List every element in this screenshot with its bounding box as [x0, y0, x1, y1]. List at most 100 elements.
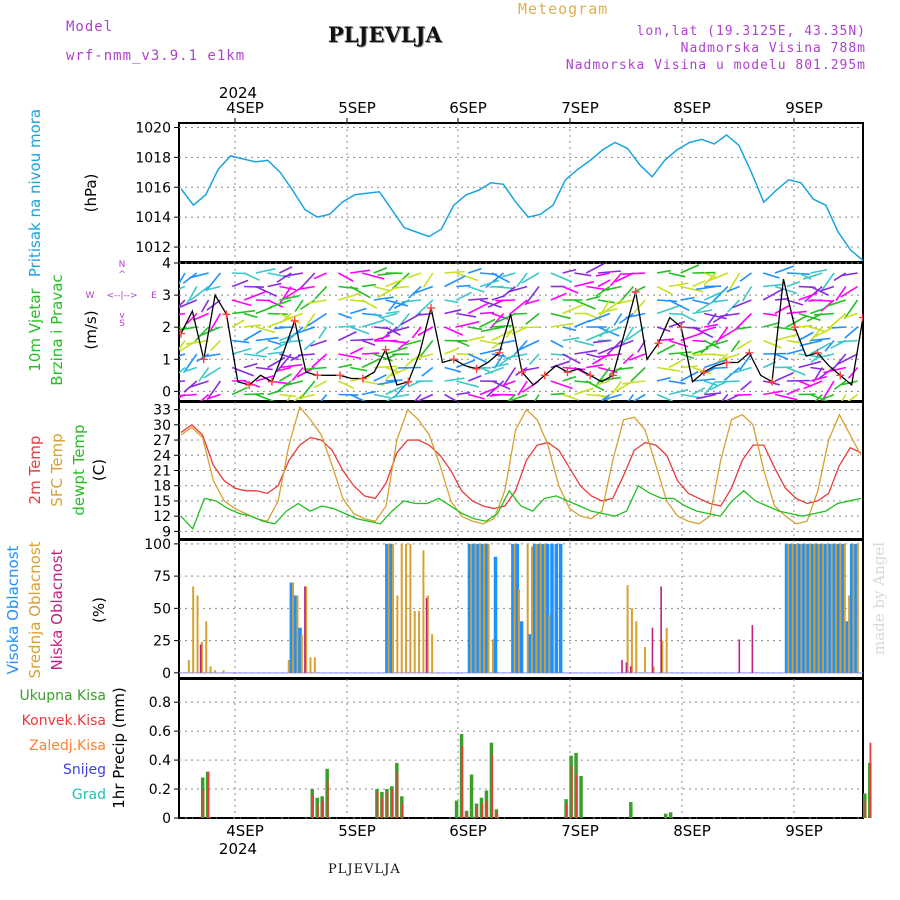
wind-barb — [622, 326, 635, 345]
wind-barb — [656, 343, 676, 355]
wind-barb — [622, 380, 646, 385]
wind-barb — [524, 286, 540, 306]
mid-cloud-bar — [305, 586, 308, 673]
low-cloud-bar — [629, 666, 632, 673]
day-label-top: 9SEP — [785, 99, 823, 117]
wind-barb — [707, 313, 717, 326]
wind-barb — [210, 339, 221, 352]
wind-barb — [736, 339, 752, 350]
wind-barb — [243, 291, 266, 301]
day-label-top: 7SEP — [561, 99, 599, 117]
mid-cloud-bar — [222, 670, 225, 673]
wind-speed-marker — [449, 355, 458, 364]
wind-barb — [279, 333, 296, 342]
y-tick-label-temperature: 21 — [153, 464, 171, 480]
wind-barb — [491, 380, 511, 390]
wind-barb — [467, 285, 485, 293]
wind-barb — [444, 393, 458, 401]
wind-barb — [373, 312, 395, 326]
mid-cloud-bar — [848, 595, 851, 673]
wind-barb — [306, 299, 327, 305]
wind-barb — [692, 299, 710, 305]
wind-barb — [303, 339, 316, 351]
y-tick-label-wind: 3 — [162, 288, 171, 304]
wind-barb — [407, 272, 422, 279]
wind-speed-marker — [790, 323, 799, 332]
high-cloud-bar — [545, 543, 550, 673]
wind-barb — [491, 329, 513, 342]
y-tick-label-wind: 4 — [162, 256, 171, 272]
wind-barb — [456, 291, 472, 301]
wind-barb — [550, 292, 567, 301]
wind-barb — [255, 326, 276, 334]
wind-barb — [410, 353, 434, 361]
wind-barb — [310, 339, 327, 347]
mid-cloud-bar — [513, 543, 516, 673]
high-cloud-bar — [845, 621, 850, 673]
wind-speed-marker — [563, 368, 572, 377]
wind-barb — [574, 319, 591, 328]
wind-barb — [380, 312, 398, 319]
high-cloud-bar — [493, 556, 498, 673]
compass-up-arrow: ^ — [118, 270, 126, 280]
wind-barb — [422, 272, 434, 288]
wind-barb — [810, 337, 831, 342]
wind-speed-marker — [836, 371, 845, 380]
wind-barb — [349, 393, 367, 401]
day-label-bottom: 8SEP — [673, 822, 711, 840]
wind-barb — [737, 326, 752, 330]
wind-barb — [267, 389, 282, 396]
wind-barb — [518, 326, 540, 329]
wind-barb — [279, 266, 293, 274]
wind-barb — [373, 326, 388, 330]
pressure-axis-title: Pritisak na nivou mora — [26, 109, 44, 277]
wind-barb — [517, 380, 528, 396]
wind-barb — [588, 312, 611, 323]
wind-barb — [762, 288, 784, 301]
wind-speed-marker — [199, 355, 208, 364]
mid-cloud-bar — [813, 543, 816, 673]
wind-barb — [255, 336, 279, 342]
high-cloud-bar — [841, 543, 845, 673]
wind-barb — [313, 272, 327, 280]
wind-barb — [622, 353, 634, 365]
wind-barb — [774, 297, 790, 301]
low-cloud-bar — [621, 659, 623, 673]
wind-barb — [831, 326, 846, 329]
high-cloud-bar — [519, 621, 524, 673]
y-tick-label-pressure: 1014 — [135, 210, 171, 226]
wind-barb — [491, 339, 505, 349]
wind-barb — [209, 313, 222, 332]
wind-barb — [692, 353, 717, 357]
mid-cloud-bar — [192, 586, 195, 673]
wind-speed-marker — [336, 371, 345, 380]
wind-barb — [739, 272, 752, 282]
wind-barb — [338, 285, 359, 290]
wind-barb — [703, 272, 717, 286]
wind-barb — [199, 393, 210, 401]
wind-barb — [501, 272, 516, 278]
altitude-label: Nadmorska Visina 788m — [680, 41, 866, 56]
cloud-unit: (%) — [90, 597, 108, 623]
day-label-bottom: 9SEP — [785, 822, 823, 840]
temp-axis-title-3: dewpt Temp — [70, 424, 88, 515]
wind-barb — [198, 326, 221, 337]
y-tick-label-temperature: 30 — [153, 418, 171, 434]
precip-legend-item: Konvek.Kisa — [22, 713, 106, 729]
wind-barb — [810, 375, 828, 382]
wind-barb — [456, 284, 471, 288]
wind-barb — [786, 339, 801, 344]
wind-barb — [613, 313, 623, 326]
mid-cloud-bar — [387, 543, 390, 673]
high-cloud-bar — [472, 543, 476, 673]
mid-cloud-bar — [626, 585, 629, 673]
wind-speed-marker — [654, 339, 663, 348]
high-cloud-bar — [541, 543, 546, 673]
wind-barb — [479, 279, 500, 288]
wind-barb — [479, 318, 496, 328]
wind-barb — [562, 353, 581, 365]
mid-cloud-bar — [795, 543, 798, 673]
mid-cloud-bar — [643, 647, 646, 673]
wind-barb — [692, 366, 712, 375]
wind-barb — [468, 297, 489, 301]
